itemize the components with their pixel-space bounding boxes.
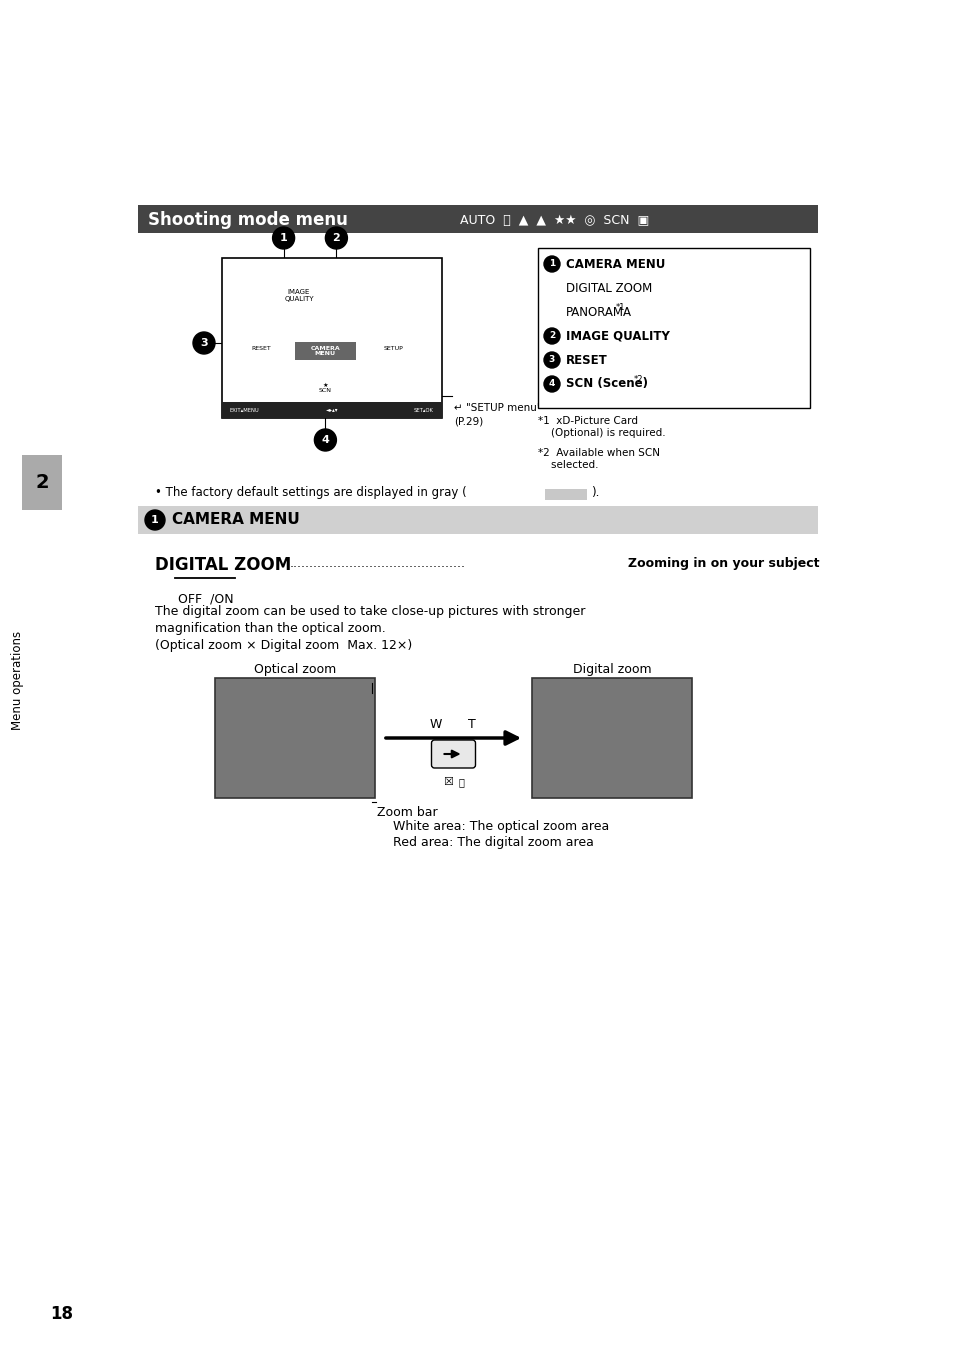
Text: ★
SCN: ★ SCN xyxy=(318,382,332,393)
Text: ◄▸▴▾: ◄▸▴▾ xyxy=(325,408,338,412)
Text: T: T xyxy=(467,717,475,731)
Text: DIGITAL ZOOM: DIGITAL ZOOM xyxy=(154,557,291,574)
Text: magnification than the optical zoom.: magnification than the optical zoom. xyxy=(154,621,385,635)
Text: ↵ "SETUP menu": ↵ "SETUP menu" xyxy=(454,403,541,413)
Circle shape xyxy=(325,227,347,249)
Text: CAMERA MENU: CAMERA MENU xyxy=(172,512,299,527)
Text: CAMERA
MENU: CAMERA MENU xyxy=(310,346,340,357)
Text: White area: The optical zoom area: White area: The optical zoom area xyxy=(393,820,609,834)
Text: 4: 4 xyxy=(321,435,329,444)
Text: 2: 2 xyxy=(35,473,49,493)
Bar xyxy=(294,342,355,359)
Text: ............................................: ........................................… xyxy=(290,557,465,570)
Text: ☒: ☒ xyxy=(443,777,453,788)
Text: EXIT▴MENU: EXIT▴MENU xyxy=(230,408,259,412)
Text: OFF  /ON: OFF /ON xyxy=(178,592,233,605)
Text: 3: 3 xyxy=(200,338,208,349)
Text: SET▴OK: SET▴OK xyxy=(414,408,434,412)
Text: 18: 18 xyxy=(50,1305,73,1323)
Text: *2: *2 xyxy=(634,374,643,384)
Text: SETUP: SETUP xyxy=(383,346,403,350)
Text: 1: 1 xyxy=(548,259,555,269)
Text: Zoom bar: Zoom bar xyxy=(376,807,437,819)
Text: 2: 2 xyxy=(548,331,555,340)
Bar xyxy=(544,489,586,500)
Text: (Optical zoom × Digital zoom  Max. 12×): (Optical zoom × Digital zoom Max. 12×) xyxy=(154,639,412,653)
Text: *1: *1 xyxy=(615,303,624,312)
Bar xyxy=(532,678,691,798)
Text: PANORAMA: PANORAMA xyxy=(565,305,631,319)
Text: ⌕: ⌕ xyxy=(458,777,464,788)
Text: 1: 1 xyxy=(279,232,287,243)
Circle shape xyxy=(543,376,559,392)
Text: RESET: RESET xyxy=(252,346,272,350)
Text: • The factory default settings are displayed in gray (: • The factory default settings are displ… xyxy=(154,486,466,499)
Text: Optical zoom: Optical zoom xyxy=(253,663,335,676)
Bar xyxy=(537,249,809,408)
Text: RESET: RESET xyxy=(565,354,607,366)
Circle shape xyxy=(314,430,336,451)
Text: CAMERA MENU: CAMERA MENU xyxy=(565,258,664,270)
Text: 2: 2 xyxy=(333,232,340,243)
Text: DIGITAL ZOOM: DIGITAL ZOOM xyxy=(565,281,652,295)
Bar xyxy=(222,258,441,417)
Circle shape xyxy=(543,328,559,345)
Text: IMAGE
QUALITY: IMAGE QUALITY xyxy=(284,289,314,303)
Text: (P.29): (P.29) xyxy=(454,417,483,427)
Circle shape xyxy=(145,509,165,530)
Text: SCN (Scene): SCN (Scene) xyxy=(565,377,647,390)
Text: 3: 3 xyxy=(548,355,555,365)
Bar xyxy=(138,205,817,232)
Text: Red area: The digital zoom area: Red area: The digital zoom area xyxy=(393,836,594,848)
Circle shape xyxy=(543,255,559,272)
Text: AUTO  Ⓜ  ▲  ▲  ★★  ◎  SCN  ▣: AUTO Ⓜ ▲ ▲ ★★ ◎ SCN ▣ xyxy=(459,213,649,227)
Text: *1  xD-Picture Card
    (Optional) is required.: *1 xD-Picture Card (Optional) is require… xyxy=(537,416,665,438)
Text: *2  Available when SCN
    selected.: *2 Available when SCN selected. xyxy=(537,449,659,470)
FancyBboxPatch shape xyxy=(431,740,475,767)
Text: Menu operations: Menu operations xyxy=(11,631,25,730)
Text: W: W xyxy=(429,717,441,731)
Text: Shooting mode menu: Shooting mode menu xyxy=(148,211,348,230)
Text: The digital zoom can be used to take close-up pictures with stronger: The digital zoom can be used to take clo… xyxy=(154,605,585,617)
Bar xyxy=(222,403,441,417)
Text: 1: 1 xyxy=(151,515,159,526)
Bar xyxy=(214,678,375,798)
Circle shape xyxy=(543,353,559,367)
Text: IMAGE QUALITY: IMAGE QUALITY xyxy=(565,330,669,343)
Text: Digital zoom: Digital zoom xyxy=(572,663,651,676)
Text: ).: ). xyxy=(590,486,598,499)
Circle shape xyxy=(193,332,214,354)
Text: Zooming in on your subject: Zooming in on your subject xyxy=(628,557,820,570)
Bar xyxy=(22,455,62,509)
Circle shape xyxy=(273,227,294,249)
Text: 4: 4 xyxy=(548,380,555,389)
Bar xyxy=(138,507,817,534)
